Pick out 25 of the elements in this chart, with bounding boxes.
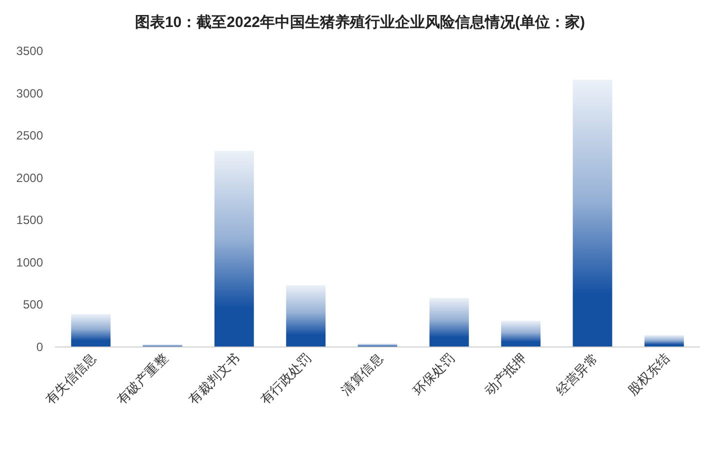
y-tick-label: 2000 — [16, 170, 44, 185]
bar — [572, 80, 612, 347]
x-tick-label: 有行政处罚 — [257, 350, 314, 408]
y-tick-label: 2500 — [16, 128, 44, 143]
y-tick-label: 0 — [36, 340, 44, 354]
x-tick-label: 有破产重整 — [114, 350, 171, 408]
x-tick-label: 经营异常 — [553, 350, 601, 398]
y-tick-label: 1000 — [16, 255, 44, 270]
x-tick-label: 股权东结 — [624, 350, 672, 398]
y-tick-label: 3000 — [16, 86, 44, 100]
bar — [644, 335, 684, 347]
x-tick-label: 动产抵押 — [482, 350, 529, 398]
bar — [286, 285, 326, 347]
bar — [214, 150, 254, 347]
bar — [71, 314, 111, 347]
x-tick-label: 有失信信息 — [42, 350, 99, 408]
bar — [501, 320, 541, 347]
bar — [429, 298, 469, 347]
y-tick-label: 1500 — [16, 213, 44, 228]
y-tick-label: 500 — [22, 298, 44, 312]
x-tick-label: 清算信息 — [338, 350, 386, 398]
chart-title: 图表10：截至2022年中国生猪养殖行业企业风险信息情况(单位：家) — [134, 13, 586, 31]
x-tick-label: 有裁判文书 — [186, 350, 242, 408]
x-tick-label: 环保处罚 — [410, 350, 458, 398]
y-tick-label: 3500 — [16, 44, 44, 58]
